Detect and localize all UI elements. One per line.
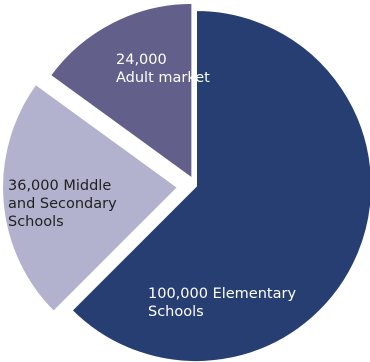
pie-slice-label-line: 24,000 <box>116 52 167 68</box>
pie-slice-label-0: 100,000 Elementary Schools <box>148 286 296 320</box>
pie-slice-label-line: 36,000 Middle <box>8 178 111 194</box>
pie-slice-label-2: 24,000 Adult market <box>116 52 210 86</box>
pie-slice-label-line: Adult market <box>116 70 210 86</box>
pie-slice-label-line: and Secondary <box>8 196 117 212</box>
pie-slice-label-line: 100,000 Elementary <box>148 286 296 302</box>
pie-slice-2 <box>48 1 194 181</box>
pie-slice-label-1: 36,000 Middle and Secondary Schools <box>8 178 117 230</box>
pie-slice-1 <box>1 82 180 314</box>
pie-labels: 100,000 Elementary Schools 36,000 Middle an… <box>8 52 296 320</box>
pie-slice-0 <box>70 8 370 362</box>
pie-slice-label-line: Schools <box>148 304 204 320</box>
pie-slice-label-line: Schools <box>8 214 64 230</box>
